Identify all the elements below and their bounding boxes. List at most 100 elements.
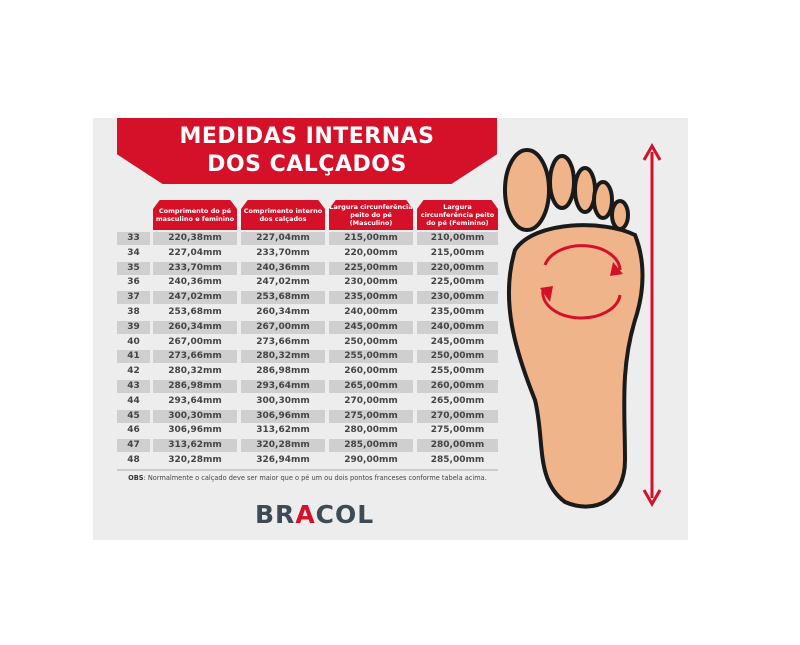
value-cell: 220,38mm	[153, 232, 237, 245]
value-cell: 280,32mm	[241, 350, 325, 364]
size-cell: 48	[127, 455, 140, 465]
table-row: 39 260,34mm 267,00mm 245,00mm 240,00mm	[117, 320, 498, 336]
table-row: 40 267,00mm 273,66mm 250,00mm 245,00mm	[117, 336, 498, 351]
value-cell: 265,00mm	[430, 395, 485, 406]
table-row: 34 227,04mm 233,70mm 220,00mm 215,00mm	[117, 247, 498, 262]
value-cell: 233,70mm	[153, 261, 237, 275]
value-cell: 250,00mm	[344, 336, 398, 347]
table-row: 38 253,68mm 260,34mm 240,00mm 235,00mm	[117, 306, 498, 321]
value-cell: 285,00mm	[329, 439, 413, 453]
table-row: 48 320,28mm 326,94mm 290,00mm 285,00mm	[117, 454, 498, 469]
value-cell: 225,00mm	[430, 277, 485, 288]
value-cell: 300,30mm	[153, 409, 237, 423]
size-cell: 45	[117, 409, 150, 423]
value-cell: 240,00mm	[417, 320, 498, 334]
value-cell: 273,66mm	[153, 350, 237, 364]
value-cell: 255,00mm	[329, 350, 413, 364]
value-cell: 260,00mm	[344, 366, 398, 377]
value-cell: 320,28mm	[168, 455, 222, 465]
value-cell: 270,00mm	[417, 409, 498, 423]
size-cell: 34	[127, 247, 140, 258]
divider	[117, 469, 498, 471]
size-cell: 43	[117, 380, 150, 393]
obs-label: OBS	[128, 474, 144, 482]
value-cell: 286,98mm	[153, 380, 237, 393]
table-row: 33 220,38mm 227,04mm 215,00mm 210,00mm	[117, 232, 498, 247]
table-row: 35 233,70mm 240,36mm 225,00mm 220,00mm	[117, 261, 498, 277]
value-cell: 247,02mm	[153, 291, 237, 305]
column-header: Largura circunferência peito do pé (Masc…	[329, 200, 413, 230]
value-cell: 280,00mm	[417, 439, 498, 453]
value-cell: 255,00mm	[430, 366, 485, 377]
obs-text: : Normalmente o calçado deve ser maior q…	[143, 474, 487, 482]
value-cell: 235,00mm	[329, 291, 413, 305]
value-cell: 275,00mm	[329, 409, 413, 423]
value-cell: 313,62mm	[153, 439, 237, 453]
column-header: Comprimento interno dos calçados	[241, 200, 325, 230]
value-cell: 230,00mm	[344, 277, 398, 288]
value-cell: 253,68mm	[241, 291, 325, 305]
table-row: 41 273,66mm 280,32mm 255,00mm 250,00mm	[117, 350, 498, 365]
value-cell: 235,00mm	[430, 307, 485, 317]
size-cell: 42	[127, 366, 140, 377]
value-cell: 233,70mm	[256, 247, 310, 258]
value-cell: 270,00mm	[344, 395, 398, 406]
size-cell: 40	[127, 336, 140, 347]
table-row: 45 300,30mm 306,96mm 275,00mm 270,00mm	[117, 409, 498, 425]
title-line-1: MEDIDAS INTERNAS	[179, 124, 435, 149]
size-cell: 39	[117, 320, 150, 334]
table-row: 42 280,32mm 286,98mm 260,00mm 255,00mm	[117, 365, 498, 380]
value-cell: 293,64mm	[168, 395, 222, 406]
size-cell: 35	[117, 261, 150, 275]
size-cell: 47	[117, 439, 150, 453]
value-cell: 275,00mm	[430, 425, 485, 436]
value-cell: 210,00mm	[417, 232, 498, 245]
value-cell: 286,98mm	[256, 366, 310, 377]
value-cell: 250,00mm	[417, 350, 498, 364]
obs-note: OBS: Normalmente o calçado deve ser maio…	[117, 474, 498, 482]
value-cell: 220,00mm	[417, 261, 498, 275]
value-cell: 285,00mm	[430, 455, 485, 465]
value-cell: 300,30mm	[256, 395, 310, 406]
foot-illustration	[503, 142, 662, 509]
size-cell: 33	[117, 232, 150, 245]
value-cell: 265,00mm	[329, 380, 413, 393]
value-cell: 273,66mm	[256, 336, 310, 347]
size-cell: 36	[127, 277, 140, 288]
value-cell: 245,00mm	[329, 320, 413, 334]
value-cell: 245,00mm	[430, 336, 485, 347]
value-cell: 260,34mm	[256, 307, 310, 317]
value-cell: 240,36mm	[241, 261, 325, 275]
table-row: 36 240,36mm 247,02mm 230,00mm 225,00mm	[117, 276, 498, 291]
value-cell: 247,02mm	[256, 277, 310, 288]
value-cell: 293,64mm	[241, 380, 325, 393]
value-cell: 306,96mm	[168, 425, 222, 436]
table-row: 43 286,98mm 293,64mm 265,00mm 260,00mm	[117, 380, 498, 395]
value-cell: 240,00mm	[344, 307, 398, 317]
value-cell: 280,32mm	[168, 366, 222, 377]
value-cell: 290,00mm	[344, 455, 398, 465]
title-banner: MEDIDAS INTERNAS DOS CALÇADOS	[117, 118, 497, 184]
table-row: 47 313,62mm 320,28mm 285,00mm 280,00mm	[117, 439, 498, 454]
value-cell: 230,00mm	[417, 291, 498, 305]
value-cell: 253,68mm	[168, 307, 222, 317]
value-cell: 267,00mm	[168, 336, 222, 347]
value-cell: 215,00mm	[430, 247, 485, 258]
size-cell: 46	[127, 425, 140, 436]
value-cell: 225,00mm	[329, 261, 413, 275]
size-cell: 37	[117, 291, 150, 305]
bracol-logo: BRACOL	[255, 500, 375, 529]
value-cell: 320,28mm	[241, 439, 325, 453]
value-cell: 267,00mm	[241, 320, 325, 334]
value-cell: 280,00mm	[344, 425, 398, 436]
size-cell: 44	[127, 395, 140, 406]
title-line-2: DOS CALÇADOS	[207, 152, 407, 177]
value-cell: 313,62mm	[256, 425, 310, 436]
size-cell: 38	[127, 307, 140, 317]
table-row: 46 306,96mm 313,62mm 280,00mm 275,00mm	[117, 424, 498, 439]
value-cell: 220,00mm	[344, 247, 398, 258]
column-header: Largura circunferência peito do pé (Femi…	[417, 200, 498, 230]
table-row: 37 247,02mm 253,68mm 235,00mm 230,00mm	[117, 291, 498, 306]
value-cell: 260,00mm	[417, 380, 498, 393]
value-cell: 227,04mm	[241, 232, 325, 245]
